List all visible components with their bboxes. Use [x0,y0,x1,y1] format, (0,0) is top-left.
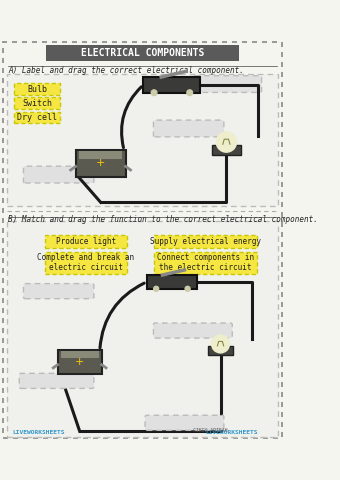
Text: +: + [75,357,84,367]
FancyBboxPatch shape [76,150,125,177]
Text: CIKGU ARIFAH: CIKGU ARIFAH [193,428,227,433]
FancyBboxPatch shape [7,74,278,206]
Text: LIVEWORKSHEETS: LIVEWORKSHEETS [13,431,65,435]
Text: Switch: Switch [22,99,52,108]
FancyBboxPatch shape [154,252,257,274]
Text: ELECTRICAL COMPONENTS: ELECTRICAL COMPONENTS [81,48,204,58]
Circle shape [187,90,192,96]
FancyBboxPatch shape [143,77,200,93]
FancyBboxPatch shape [45,235,126,248]
FancyBboxPatch shape [153,323,232,338]
FancyBboxPatch shape [191,76,261,93]
FancyBboxPatch shape [45,252,126,274]
FancyBboxPatch shape [46,46,239,60]
FancyBboxPatch shape [145,415,224,431]
Text: A) Label and drag the correct electrical component.: A) Label and drag the correct electrical… [8,66,244,74]
Text: B) Match and drag the function to the correct electrical component.: B) Match and drag the function to the co… [8,215,318,224]
Text: Connect components in
the electric circuit: Connect components in the electric circu… [157,253,254,272]
FancyBboxPatch shape [14,112,59,123]
FancyBboxPatch shape [58,350,102,374]
Circle shape [185,287,190,291]
Text: LIVEWORKSHEETS: LIVEWORKSHEETS [205,431,258,435]
FancyBboxPatch shape [61,351,99,359]
FancyBboxPatch shape [7,221,278,437]
Text: Complete and break an
electric circuit: Complete and break an electric circuit [37,253,135,272]
FancyBboxPatch shape [154,235,257,248]
Text: Bulb: Bulb [27,84,47,94]
Circle shape [151,90,157,96]
FancyBboxPatch shape [14,97,59,109]
Text: Produce light: Produce light [56,237,116,246]
FancyBboxPatch shape [79,151,122,159]
FancyBboxPatch shape [19,373,94,388]
Circle shape [154,287,159,291]
FancyBboxPatch shape [147,275,197,289]
FancyBboxPatch shape [153,120,224,137]
Text: +: + [96,158,105,168]
Circle shape [216,132,236,152]
FancyBboxPatch shape [14,83,59,95]
FancyBboxPatch shape [212,145,241,155]
FancyBboxPatch shape [3,42,282,438]
FancyBboxPatch shape [23,166,94,183]
Text: Supply electrical energy: Supply electrical energy [150,237,261,246]
Text: Dry cell: Dry cell [17,113,57,122]
FancyBboxPatch shape [208,347,233,355]
FancyBboxPatch shape [23,284,94,299]
Circle shape [212,335,229,353]
